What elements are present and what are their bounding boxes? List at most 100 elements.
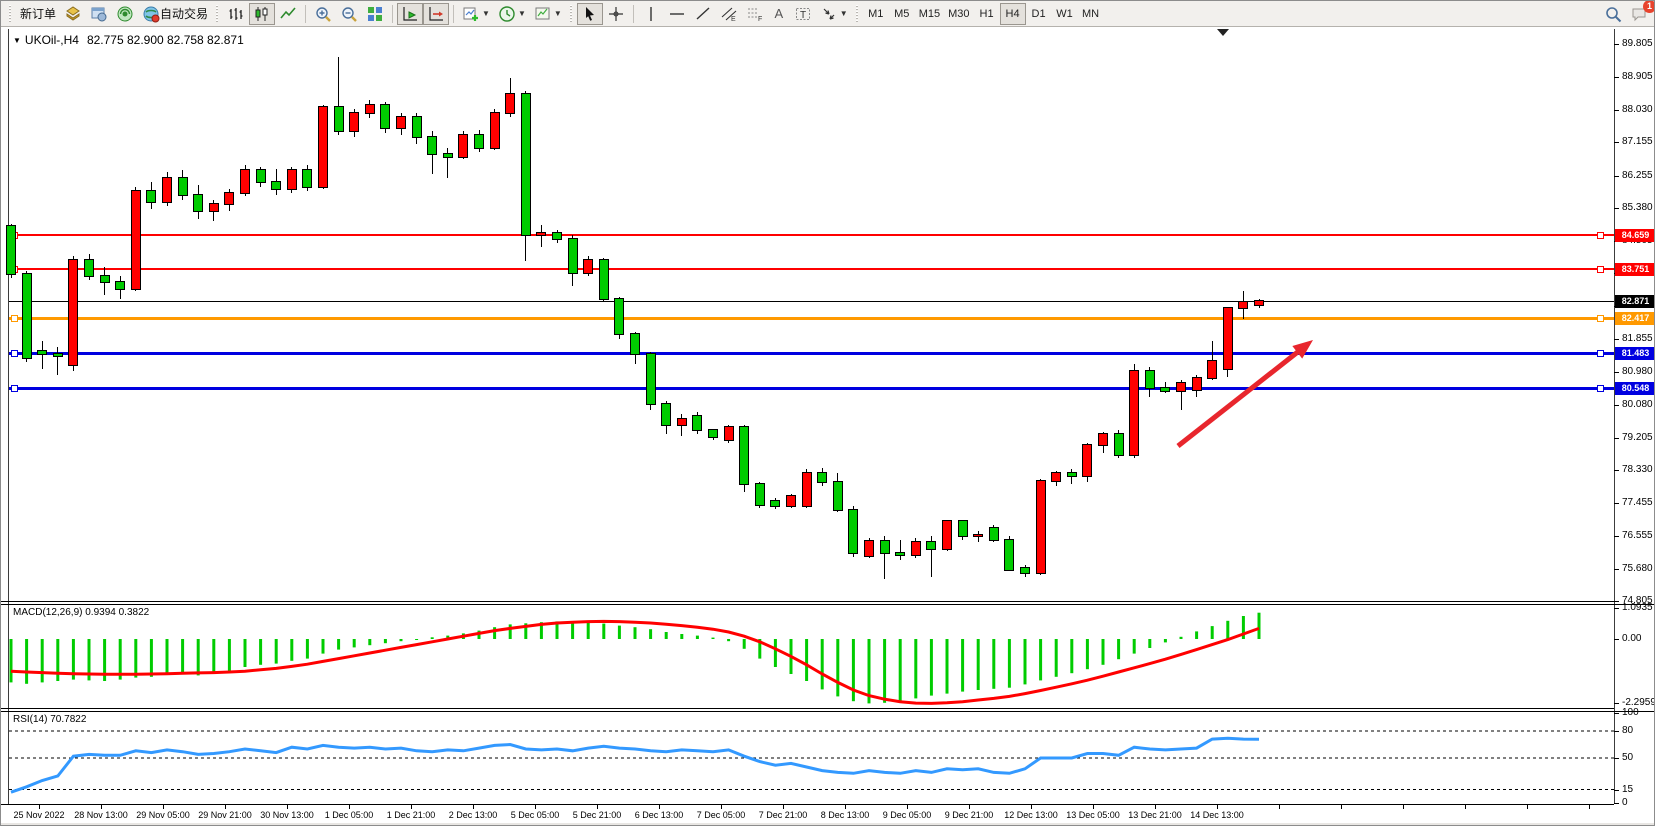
- arrows-tool-button[interactable]: ▼: [816, 3, 852, 25]
- candle-body: [1222, 306, 1233, 371]
- candle-body: [661, 403, 672, 426]
- rsi-splitter[interactable]: [1, 708, 1614, 709]
- horizontal-line[interactable]: [9, 352, 1614, 355]
- bar-chart-icon: [229, 7, 243, 20]
- candle-body: [489, 111, 500, 150]
- horizontal-line[interactable]: [9, 387, 1614, 390]
- price-tick-label: 85.380: [1622, 202, 1653, 214]
- horizontal-line[interactable]: [9, 301, 1614, 302]
- macd-splitter[interactable]: [1, 601, 1614, 602]
- periods-button[interactable]: ▼: [494, 3, 530, 25]
- fibonacci-tool-button[interactable]: F: [742, 3, 768, 25]
- tile-windows-button[interactable]: [362, 3, 388, 25]
- time-tick-label: 29 Nov 21:00: [198, 810, 252, 820]
- axis-tick: [1614, 44, 1619, 45]
- line-handle[interactable]: [11, 385, 18, 392]
- line-handle[interactable]: [1597, 232, 1604, 239]
- collapse-triangle-icon[interactable]: ▼: [13, 36, 21, 45]
- macd-splitter[interactable]: [1, 604, 1654, 605]
- time-tick-label: 25 Nov 2022: [13, 810, 65, 820]
- line-handle[interactable]: [11, 350, 18, 357]
- timeframe-m1-button[interactable]: M1: [863, 3, 889, 25]
- line-handle[interactable]: [1597, 266, 1604, 273]
- chart-shift-marker-icon[interactable]: [1217, 29, 1229, 36]
- price-tick-label: 75.680: [1622, 562, 1653, 574]
- time-tick: [535, 805, 536, 809]
- chart-shift-button[interactable]: [423, 2, 450, 25]
- toolbar-grip[interactable]: [215, 4, 221, 23]
- vertical-line-tool-button[interactable]: [638, 3, 664, 25]
- indicators-button[interactable]: ▼: [458, 3, 494, 25]
- price-chart-area[interactable]: [6, 29, 1614, 601]
- channel-tool-button[interactable]: E: [716, 3, 742, 25]
- signals-icon: [117, 6, 133, 21]
- horizontal-line[interactable]: [9, 268, 1614, 270]
- indicators-add-icon: [463, 7, 479, 21]
- candlestick-mode-button[interactable]: [249, 2, 276, 25]
- timeframe-h1-button[interactable]: H1: [974, 3, 1000, 25]
- text-tool-button[interactable]: A: [768, 3, 790, 25]
- auto-scroll-button[interactable]: [397, 2, 424, 25]
- time-tick: [39, 805, 40, 809]
- new-order-button[interactable]: 新订单: [16, 3, 60, 25]
- profiles-button[interactable]: [86, 3, 112, 25]
- candle-body: [1051, 472, 1062, 482]
- chart-shift-icon: [429, 6, 444, 21]
- price-tick-label: 79.205: [1622, 431, 1653, 443]
- candle-wick: [884, 536, 886, 579]
- auto-trading-button[interactable]: 自动交易: [138, 3, 212, 25]
- new-chart-button[interactable]: [60, 3, 86, 25]
- candle-body: [988, 527, 999, 541]
- price-level-chip: 83.751: [1615, 262, 1654, 276]
- axis-tick: [1614, 731, 1619, 732]
- horizontal-line[interactable]: [9, 234, 1614, 236]
- trend-arrow-annotation[interactable]: [9, 29, 1614, 601]
- horizontal-line-tool-button[interactable]: [664, 3, 690, 25]
- crosshair-button[interactable]: [603, 3, 629, 25]
- time-tick-label: 7 Dec 05:00: [696, 810, 746, 820]
- timeframe-d1-button[interactable]: D1: [1026, 3, 1052, 25]
- timeframe-m15-button[interactable]: M15: [915, 3, 944, 25]
- label-tool-button[interactable]: T: [790, 3, 816, 25]
- toolbar-grip[interactable]: [8, 4, 13, 23]
- toolbar-grip[interactable]: [854, 4, 860, 23]
- candle-body: [1160, 386, 1171, 392]
- zoom-in-button[interactable]: [310, 3, 336, 25]
- tile-windows-icon: [368, 6, 383, 21]
- horizontal-line[interactable]: [9, 317, 1614, 320]
- axis-tick: [1614, 536, 1619, 538]
- bottom-strip: [1, 823, 1654, 825]
- trendline-tool-button[interactable]: [690, 3, 716, 25]
- toolbar-grip[interactable]: [568, 4, 574, 23]
- timeframe-w1-button[interactable]: W1: [1052, 3, 1078, 25]
- macd-panel[interactable]: MACD(12,26,9) 0.9394 0.3822: [9, 605, 1614, 708]
- time-tick: [1155, 805, 1156, 809]
- line-chart-mode-button[interactable]: [275, 3, 301, 25]
- bar-chart-mode-button[interactable]: [223, 3, 249, 25]
- search-button[interactable]: [1600, 3, 1626, 25]
- price-level-chip: 82.871: [1615, 295, 1654, 309]
- timeframe-h4-button[interactable]: H4: [999, 2, 1026, 25]
- price-axis[interactable]: 89.80588.90588.03087.15586.25585.38084.5…: [1614, 27, 1655, 808]
- line-handle[interactable]: [11, 315, 18, 322]
- line-handle[interactable]: [1597, 315, 1604, 322]
- plot-left-border: [8, 29, 9, 804]
- signals-button[interactable]: [112, 3, 138, 25]
- timeframe-m5-button[interactable]: M5: [889, 3, 915, 25]
- candle-body: [333, 106, 344, 133]
- templates-button[interactable]: ▼: [530, 3, 566, 25]
- timeframe-m30-button[interactable]: M30: [944, 3, 973, 25]
- notifications-button[interactable]: 1: [1626, 1, 1654, 25]
- candle-body: [536, 231, 547, 237]
- line-handle[interactable]: [1597, 350, 1604, 357]
- line-handle[interactable]: [1597, 385, 1604, 392]
- time-axis[interactable]: 25 Nov 2022 28 Nov 13:00 29 Nov 05:00 29 No…: [1, 804, 1654, 823]
- cursor-button[interactable]: [576, 2, 603, 25]
- rsi-panel[interactable]: RSI(14) 70.7822: [9, 712, 1614, 804]
- zoom-out-button[interactable]: [336, 3, 362, 25]
- timeframe-mn-button[interactable]: MN: [1078, 3, 1104, 25]
- macd-tick-label: -2.2959: [1622, 697, 1655, 709]
- rsi-splitter[interactable]: [1, 711, 1654, 712]
- candle-body: [801, 472, 812, 508]
- candle-body: [240, 169, 250, 194]
